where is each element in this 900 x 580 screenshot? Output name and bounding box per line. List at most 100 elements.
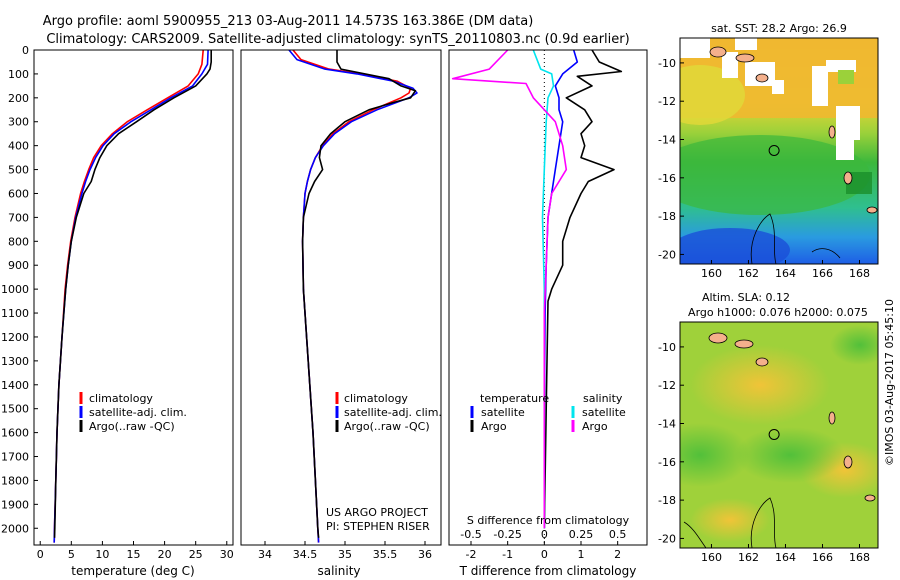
land-island: [755, 357, 769, 367]
salinity-series: [288, 49, 418, 543]
lon-tick-label: 160: [701, 267, 722, 280]
sla-low: [830, 325, 878, 365]
salinity-legend: climatology satellite-adj. clim. Argo(..…: [335, 392, 442, 433]
lon-tick-label: 166: [812, 267, 833, 280]
land-island: [866, 206, 878, 214]
x-tick-label: 0: [37, 548, 44, 561]
credit-pi: PI: STEPHEN RISER: [326, 520, 430, 533]
sla-high: [690, 345, 830, 425]
sst-map-frame: [679, 37, 879, 265]
land-island: [843, 171, 853, 185]
depth-tick-label: 1600: [1, 427, 29, 440]
depth-tick-label: 600: [8, 187, 29, 200]
s-tick-label: -0.25: [493, 528, 521, 541]
land-island: [755, 73, 769, 83]
lat-tick-label: -14: [658, 418, 676, 431]
lat-tick-label: -10: [658, 57, 676, 70]
depth-tick-label: 2000: [1, 522, 29, 535]
land-island: [735, 53, 755, 63]
depth-tick-label: 1400: [1, 379, 29, 392]
s-tick-label: -0.5: [460, 528, 481, 541]
x-tick-label: 35.5: [373, 548, 398, 561]
title-line2: Climatology: CARS2009. Satellite-adjuste…: [46, 32, 629, 47]
s-tick-label: 0: [541, 528, 548, 541]
series-satellite-adj-clim-: [288, 49, 418, 543]
x-tick-label: 34: [258, 548, 272, 561]
temperature-series: [53, 49, 212, 543]
lon-tick-label: 166: [812, 551, 833, 564]
legend-s-argo: Argo: [582, 420, 608, 433]
legend-satellite: satellite-adj. clim.: [344, 406, 442, 419]
depth-axis: 0 100 200 300 400 500 600 700 800 900 1000 1100 1200…: [1, 44, 38, 535]
sst-field: [680, 38, 878, 264]
nodata-patch: [826, 60, 856, 72]
x-tick-label: -1: [502, 548, 513, 561]
lat-tick-label: -16: [658, 172, 676, 185]
legend-climatology: climatology: [89, 392, 153, 405]
t-difference-label: T difference from climatology: [459, 564, 637, 578]
nodata-patch: [680, 38, 710, 58]
depth-tick-label: 800: [8, 235, 29, 248]
x-tick-label: 1: [578, 548, 585, 561]
lon-tick-label: 164: [775, 267, 796, 280]
temperature-xlabel: temperature (deg C): [71, 564, 194, 578]
bathymetry-contour: [750, 497, 777, 548]
temperature-xticks: 0 5 10 15 20 25 30: [37, 541, 234, 561]
depth-tick-label: 1200: [1, 331, 29, 344]
difference-legend: temperature satellite Argo salinity sate…: [470, 392, 626, 433]
temperature-legend: climatology satellite-adj. clim. Argo(..…: [79, 392, 187, 433]
difference-s-ticks: -0.5 -0.25 0 0.25 0.5: [460, 528, 626, 541]
profile-location-marker: [768, 144, 780, 156]
nodata-patch: [836, 106, 860, 140]
lon-tick-label: 160: [701, 551, 722, 564]
lon-tick-label: 164: [775, 551, 796, 564]
x-tick-label: 10: [95, 548, 109, 561]
land-island: [734, 339, 754, 349]
sst-map-title: sat. SST: 28.2 Argo: 26.9: [711, 22, 847, 35]
x-tick-label: 15: [127, 548, 141, 561]
title-line1: Argo profile: aoml 5900955_213 03-Aug-20…: [43, 14, 534, 29]
depth-tick-label: 1800: [1, 474, 29, 487]
sst-green-patch: [838, 70, 854, 84]
s-difference-label: S difference from climatology: [467, 514, 630, 527]
lat-tick-label: -20: [658, 248, 676, 261]
series-argo-raw-qc-: [53, 50, 212, 538]
depth-tick-label: 700: [8, 211, 29, 224]
bathymetry-contour: [750, 213, 777, 264]
depth-tick-label: 900: [8, 259, 29, 272]
nodata-patch: [722, 52, 738, 78]
land-island: [708, 332, 728, 344]
x-tick-label: 5: [68, 548, 75, 561]
difference-frame: [448, 49, 648, 546]
sla-map-ticks: 160 162 164 166 168 -10 -12 -14 -16 -18 -20: [658, 341, 870, 564]
sst-cold-region: [680, 228, 790, 264]
depth-tick-label: 300: [8, 116, 29, 129]
lon-tick-label: 162: [738, 267, 759, 280]
legend-argo: Argo(..raw -QC): [89, 420, 175, 433]
depth-tick-label: 0: [22, 44, 29, 57]
depth-tick-label: 1500: [1, 403, 29, 416]
depth-tick-label: 1700: [1, 451, 29, 464]
x-tick-label: 30: [220, 548, 234, 561]
salinity-xlabel: salinity: [317, 564, 360, 578]
x-tick-label: 25: [189, 548, 203, 561]
imos-credit: ©IMOS 03-Aug-2017 05:45:10: [883, 299, 896, 466]
lat-tick-label: -18: [658, 494, 676, 507]
s-tick-label: 0.5: [609, 528, 627, 541]
depth-tick-label: 1300: [1, 355, 29, 368]
nodata-patch: [836, 140, 854, 160]
bathymetry-contour: [811, 248, 841, 259]
x-tick-label: 0: [541, 548, 548, 561]
s-tick-label: 0.25: [569, 528, 594, 541]
sla-field: [680, 322, 878, 548]
land-island: [864, 494, 876, 502]
salinity-xticks: 34 34.5 35 35.5 36: [258, 541, 432, 561]
depth-tick-label: 1100: [1, 307, 29, 320]
depth-tick-label: 200: [8, 92, 29, 105]
nodata-patch: [772, 80, 784, 94]
sla-low: [680, 423, 750, 487]
land-island: [828, 125, 836, 139]
x-tick-label: 20: [158, 548, 172, 561]
lat-tick-label: -16: [658, 456, 676, 469]
